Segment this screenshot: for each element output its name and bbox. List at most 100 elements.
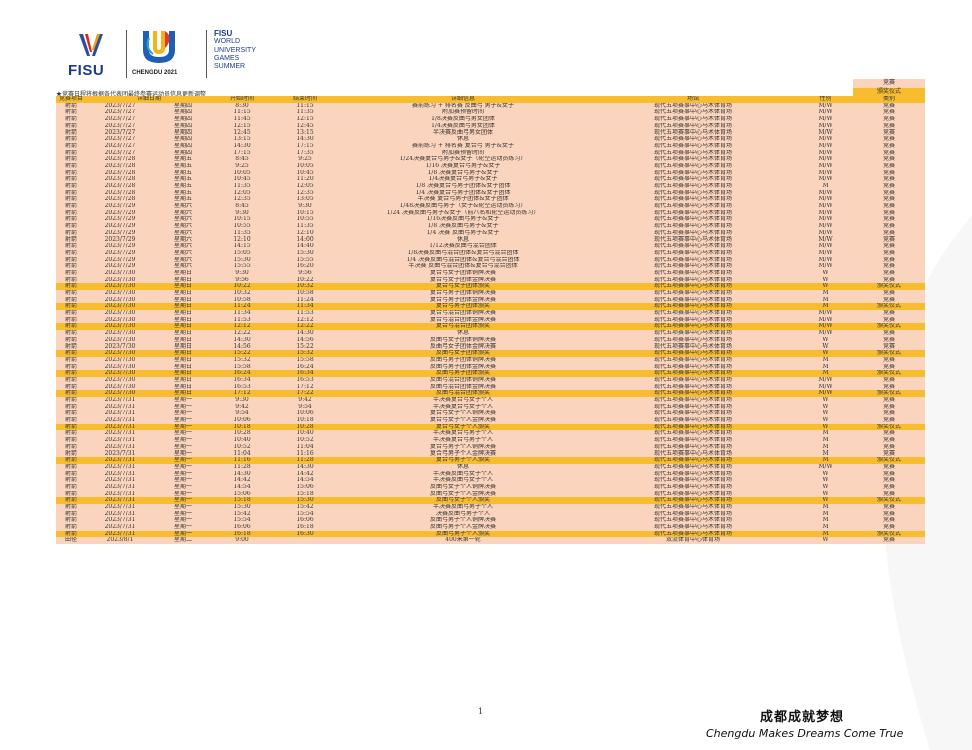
cell-weekday: 星期五	[174, 189, 193, 196]
cell-venue: 现代五项赛事中心马术体育场	[654, 169, 733, 176]
cell-category: 竞赛	[883, 356, 896, 363]
cell-start-time: 15:05	[233, 249, 251, 256]
cell-start-time: 17:15	[233, 149, 251, 156]
cell-gender: M/W	[818, 323, 833, 330]
cell-gender: M/W	[818, 149, 833, 156]
cell-gender: W	[822, 350, 829, 357]
cell-gender: M/W	[818, 229, 833, 236]
cell-venue: 现代五项赛事中心马术体育场	[654, 390, 733, 397]
table-row: 田径 2023/8/1 星期二 9:00 400米第一轮 双流体育中心体育场 W 竞赛	[56, 537, 926, 545]
cell-event: 射箭	[64, 410, 77, 417]
wugs-wordmark: FISU WORLD UNIVERSITY GAMES SUMMER	[214, 29, 256, 71]
cell-details: 1/4 决赛反曲弓混合团体&复合弓混合团体	[406, 256, 520, 263]
cell-weekday: 星期五	[174, 176, 193, 183]
cell-details: 休息	[457, 136, 470, 143]
cell-weekday: 星期日	[174, 269, 193, 276]
cell-date: 2023/7/27	[104, 129, 136, 136]
cell-start-time: 11:53	[233, 316, 251, 323]
cell-end-time: 14:30	[296, 463, 314, 470]
cell-details: 复合弓男子个人铜牌决赛	[430, 443, 497, 450]
cell-details: 复合弓混合团体颁奖	[436, 323, 491, 330]
cell-end-time: 12:10	[296, 229, 314, 236]
cell-event: 射箭	[64, 216, 77, 223]
cell-weekday: 星期一	[174, 410, 193, 417]
cell-details: 复合弓男子团体铜牌决赛	[430, 289, 497, 297]
cell-date: 2023/7/31	[104, 490, 136, 497]
cell-details: 1/8 决赛复合弓男子&女子	[427, 169, 499, 176]
cell-date: 2023/7/31	[104, 430, 136, 437]
cell-venue: 现代五项赛事中心马术体育场	[654, 249, 733, 256]
cell-details: 复合弓女子团体颁奖	[436, 283, 491, 290]
cell-start-time: 14:42	[233, 477, 251, 484]
cell-details: 复合弓女子个人颁奖	[436, 423, 491, 430]
table-row: 射箭 2023/7/27 星期四 13:15 14:30 休息 现代五项赛事中心马术体育场 M…	[56, 136, 926, 143]
cell-event: 射箭	[64, 203, 77, 210]
cell-weekday: 星期日	[174, 376, 193, 383]
cell-details: 半决赛复合弓女子个人	[433, 403, 494, 410]
cell-end-time: 13:15	[296, 129, 314, 136]
cell-end-time: 16:18	[296, 524, 314, 531]
cell-date: 2023/7/27	[104, 149, 136, 156]
cell-details: 1/8决赛反曲弓混合团体&复合弓混合团体	[407, 249, 519, 256]
cell-details: 赛前练习 + 排名赛 反曲弓 男子&女子	[412, 102, 515, 109]
cell-gender: W	[822, 423, 829, 430]
cell-category: 竞赛	[883, 396, 896, 404]
cell-end-time: 11:34	[296, 303, 314, 310]
column-header-event: 竞赛项目	[56, 96, 86, 103]
cell-weekday: 星期日	[174, 303, 193, 310]
cell-end-time: 12:22	[296, 323, 314, 330]
table-row: 射箭 2023/7/30 星期日 15:22 15:32 反曲弓女子团体颁奖 现代五项赛事中…	[56, 350, 926, 357]
cell-event: 射箭	[64, 162, 77, 169]
table-row: 射箭 2023/7/29 星期六 11:35 12:10 1/4 决赛 反曲弓男子&女子 现…	[56, 229, 926, 237]
cell-end-time: 16:24	[296, 363, 314, 370]
cell-category: 竞赛	[883, 383, 896, 390]
cell-start-time: 11:34	[233, 310, 251, 317]
cell-event: 射箭	[64, 229, 77, 236]
column-header-venue: 场馆	[588, 96, 799, 103]
cell-gender: M/W	[818, 162, 833, 169]
table-row: 射箭 2023/7/30 星期日 10:58 11:24 复合弓男子团体金牌决赛 现代五项赛…	[56, 296, 926, 304]
table-row: 射箭 2023/7/27 星期四 12:45 13:15 半决赛反曲弓男女团体 现代五项赛事…	[56, 129, 926, 137]
cell-date: 2023/7/30	[104, 383, 136, 390]
cell-details: 复合弓混合团体金牌决赛	[430, 316, 497, 323]
cell-details: 反曲弓女子个人金牌决赛	[430, 490, 497, 497]
cell-venue: 现代五项赛事中心马术体育场	[654, 162, 733, 169]
cell-end-time: 10:22	[296, 276, 314, 283]
cell-gender: W	[822, 410, 829, 417]
cell-end-time: 10:52	[296, 437, 314, 444]
cell-event: 射箭	[64, 296, 77, 303]
cell-start-time: 9:00	[235, 537, 249, 544]
cell-weekday: 星期六	[174, 256, 193, 263]
cell-venue: 现代五项赛事中心马术体育场	[654, 303, 733, 310]
cell-venue: 双流体育中心体育场	[666, 537, 721, 544]
cell-date: 2023/7/27	[104, 122, 136, 129]
cell-gender: M	[822, 510, 829, 517]
cell-start-time: 14:30	[233, 470, 251, 477]
cell-start-time: 10:22	[233, 283, 251, 290]
cell-date: 2023/7/30	[104, 296, 136, 303]
cell-event: 射箭	[64, 316, 77, 323]
cell-end-time: 11:53	[296, 310, 314, 317]
cell-category: 竞赛	[883, 410, 896, 417]
cell-start-time: 16:34	[233, 376, 251, 383]
cell-details: 休息	[457, 330, 470, 337]
table-row: 射箭 2023/7/29 星期六 10:15 10:55 1/16决赛反曲弓男子&女子 现代…	[56, 216, 926, 224]
cell-start-time: 15:30	[233, 256, 251, 263]
cell-details: 1/8 决赛反曲弓男子&女子	[427, 223, 499, 230]
table-row: 射箭 2023/7/28 星期五 12:35 13:05 半决赛 复合弓男子团体&女子团体…	[56, 196, 926, 203]
cell-event: 射箭	[64, 497, 77, 504]
cell-event: 射箭	[64, 136, 77, 143]
cell-start-time: 8:45	[235, 156, 249, 163]
cell-start-time: 11:15	[233, 109, 251, 116]
cell-event: 射箭	[64, 470, 77, 477]
cell-gender: M/W	[818, 156, 833, 163]
cell-weekday: 星期一	[174, 437, 193, 444]
cell-gender: M/W	[818, 236, 833, 243]
cell-venue: 现代五项赛事中心马术体育场	[654, 122, 733, 129]
cell-gender: M/W	[818, 203, 833, 210]
cell-gender: W	[822, 343, 829, 350]
cell-start-time: 9:54	[235, 410, 249, 417]
cell-venue: 现代五项赛事中心马术体育场	[654, 229, 733, 236]
cell-date: 2023/7/31	[104, 524, 136, 531]
cell-start-time: 10:58	[233, 296, 251, 303]
